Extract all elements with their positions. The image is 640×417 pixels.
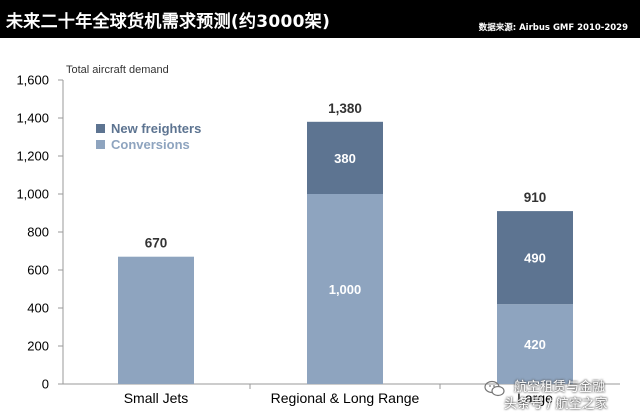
segment-value-label: 420 [524,337,546,352]
legend-label: New freighters [111,121,201,136]
y-tick-label: 200 [27,339,49,354]
y-tick-label: 1,000 [16,187,49,202]
segment-value-label: 1,000 [329,282,362,297]
y-axis-ticks: 0 200 400 600 800 1,000 1,200 1,400 1,600 [16,73,63,392]
segment-value-label: 380 [334,151,356,166]
x-category-label: Large [517,390,553,406]
watermark: 航空租赁与金融 头条号 / 航空之家 [484,380,634,416]
page-title: 未来二十年全球货机需求预测(约3000架) [6,12,331,32]
y-tick-label: 1,400 [16,111,49,126]
y-tick-label: 600 [27,263,49,278]
stacked-bar-chart: Total aircraft demand 0 200 400 600 800 1,000… [16,64,620,406]
segment-value-label: 490 [524,251,546,266]
bar-total-label: 1,380 [328,101,362,116]
bar-segment [497,211,573,305]
source-note: 数据来源: Airbus GMF 2010-2029 [478,23,628,33]
bar-segment [307,121,383,194]
legend-label: Conversions [111,137,190,152]
chart-labels: 670 Small Jets 1,000 380 1,380 Regional & Lon… [124,101,553,406]
y-tick-label: 400 [27,301,49,316]
bar-total-label: 670 [145,236,168,251]
wechat-icon [484,380,505,397]
bar-segment [307,194,383,384]
y-tick-label: 1,200 [16,149,49,164]
chart-bars [118,121,573,384]
bar-segment [118,256,194,384]
legend-swatch [96,124,105,133]
y-tick-label: 1,600 [16,73,49,88]
legend-swatch [96,140,105,149]
y-axis-label: Total aircraft demand [66,64,169,76]
y-tick-label: 0 [42,377,49,392]
bar-total-label: 910 [524,190,547,205]
bar-segment [497,304,573,384]
y-tick-label: 800 [27,225,49,240]
x-category-label: Regional & Long Range [271,390,420,406]
watermark-line-2: 头条号 / 航空之家 [504,397,608,412]
x-category-label: Small Jets [124,390,189,406]
header-bar: 未来二十年全球货机需求预测(约3000架) 数据来源: Airbus GMF 2… [0,0,640,38]
watermark-line-1: 航空租赁与金融 [514,380,606,395]
